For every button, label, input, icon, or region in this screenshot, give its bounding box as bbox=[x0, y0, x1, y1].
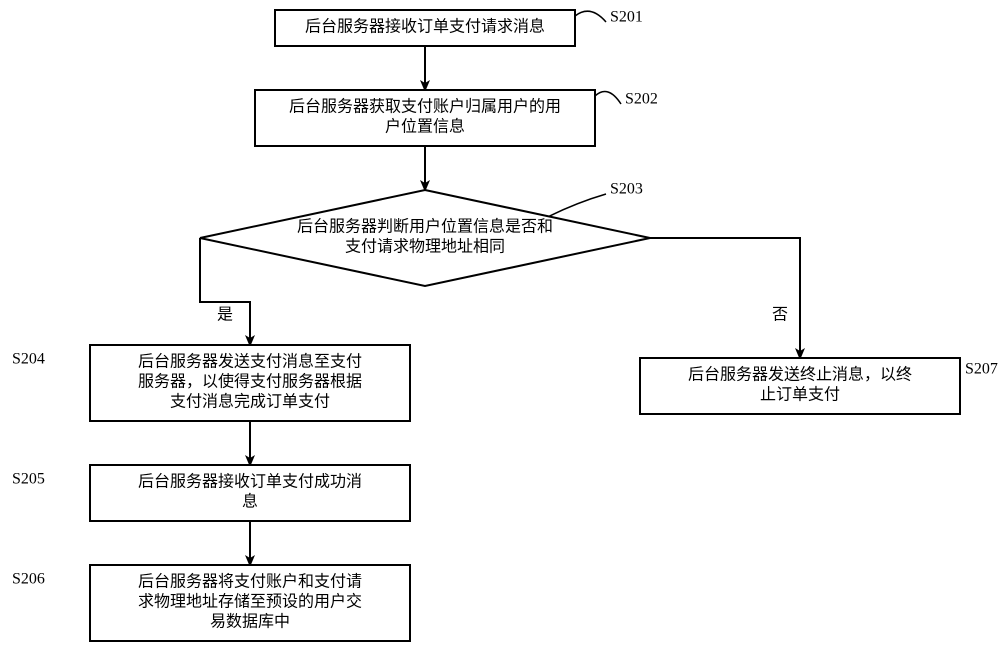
nodes-layer: 后台服务器接收订单支付请求消息后台服务器获取支付账户归属用户的用户位置信息后台服… bbox=[90, 10, 960, 641]
node-text: 止订单支付 bbox=[760, 386, 840, 404]
node-text: 后台服务器发送支付消息至支付 bbox=[138, 353, 362, 371]
edge-label-2: 是 bbox=[217, 307, 233, 324]
node-text: 求物理地址存储至预设的用户交 bbox=[138, 593, 362, 611]
step-label-S201: S201 bbox=[610, 9, 643, 26]
step-label-S204: S204 bbox=[12, 351, 45, 368]
node-text: 息 bbox=[242, 493, 258, 511]
edge-2 bbox=[200, 238, 250, 345]
step-label-S203: S203 bbox=[610, 181, 643, 198]
node-text: 后台服务器接收订单支付成功消 bbox=[138, 473, 362, 491]
node-text: 支付消息完成订单支付 bbox=[170, 393, 330, 411]
step-label-S202: S202 bbox=[625, 91, 658, 108]
node-text: 支付请求物理地址相同 bbox=[345, 238, 505, 256]
node-n1: 后台服务器接收订单支付请求消息 bbox=[275, 10, 575, 46]
node-text: 后台服务器接收订单支付请求消息 bbox=[305, 18, 545, 36]
node-text: 后台服务器获取支付账户归属用户的用 bbox=[289, 98, 561, 116]
node-text: 户位置信息 bbox=[385, 118, 465, 136]
node-n4: 后台服务器发送支付消息至支付服务器，以使得支付服务器根据支付消息完成订单支付 bbox=[90, 345, 410, 421]
node-text: 服务器，以使得支付服务器根据 bbox=[138, 373, 362, 391]
step-label-S206: S206 bbox=[12, 571, 45, 588]
edge-3 bbox=[650, 238, 800, 358]
step-label-S207: S207 bbox=[965, 361, 998, 378]
node-text: 后台服务器判断用户位置信息是否和 bbox=[297, 218, 553, 236]
node-n6: 后台服务器将支付账户和支付请求物理地址存储至预设的用户交易数据库中 bbox=[90, 565, 410, 641]
leader-S201 bbox=[575, 11, 606, 22]
node-text: 后台服务器将支付账户和支付请 bbox=[138, 573, 362, 591]
node-n5: 后台服务器接收订单支付成功消息 bbox=[90, 465, 410, 521]
node-text: 易数据库中 bbox=[210, 613, 290, 631]
leader-S203 bbox=[549, 194, 606, 216]
node-n3: 后台服务器判断用户位置信息是否和支付请求物理地址相同 bbox=[200, 190, 650, 286]
node-n2: 后台服务器获取支付账户归属用户的用户位置信息 bbox=[255, 90, 595, 146]
node-text: 后台服务器发送终止消息，以终 bbox=[688, 366, 912, 384]
flowchart-canvas: 是否 后台服务器接收订单支付请求消息后台服务器获取支付账户归属用户的用户位置信息… bbox=[0, 0, 1000, 666]
node-n7: 后台服务器发送终止消息，以终止订单支付 bbox=[640, 358, 960, 414]
leader-S202 bbox=[595, 92, 621, 105]
edge-label-3: 否 bbox=[772, 307, 788, 324]
step-label-S205: S205 bbox=[12, 471, 45, 488]
